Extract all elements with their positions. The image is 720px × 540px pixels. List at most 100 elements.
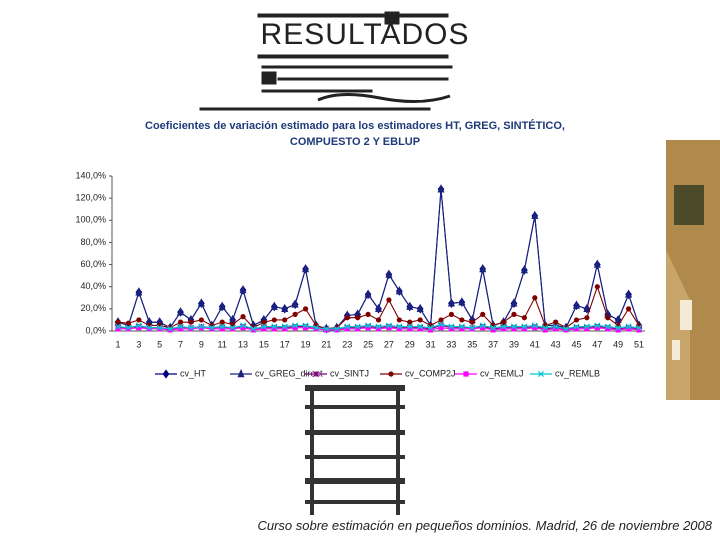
point — [438, 317, 444, 323]
point — [177, 323, 184, 330]
point — [219, 323, 226, 330]
point — [208, 324, 215, 331]
point — [209, 326, 215, 332]
point — [511, 311, 517, 317]
point — [261, 326, 267, 332]
point — [282, 317, 288, 323]
x-tick-label: 13 — [238, 339, 248, 349]
point — [438, 325, 444, 331]
point — [250, 325, 257, 332]
point — [364, 289, 372, 298]
point — [374, 303, 383, 313]
point — [553, 319, 559, 325]
point — [625, 326, 632, 332]
point — [537, 370, 545, 378]
point — [448, 311, 455, 317]
point — [594, 325, 600, 331]
point — [355, 315, 361, 321]
point — [250, 327, 257, 333]
point — [375, 317, 382, 323]
x-tick-label: 21 — [321, 339, 331, 349]
point — [615, 324, 622, 331]
x-tick-label: 27 — [384, 339, 394, 349]
point — [531, 210, 539, 220]
point — [448, 326, 455, 332]
point — [635, 324, 643, 331]
point — [167, 325, 174, 332]
point — [354, 323, 361, 330]
point — [458, 323, 465, 330]
point — [500, 326, 507, 332]
x-tick-label: 15 — [259, 339, 269, 349]
point — [385, 269, 393, 278]
point — [313, 326, 319, 332]
point — [542, 327, 548, 333]
point — [427, 324, 434, 331]
point — [281, 303, 289, 313]
decoration — [199, 11, 453, 111]
point — [135, 322, 142, 329]
point — [323, 327, 329, 333]
point — [385, 322, 392, 329]
point — [375, 326, 382, 332]
y-tick-label: 20,0% — [80, 303, 106, 313]
x-tick-label: 39 — [509, 339, 519, 349]
x-tick-label: 35 — [467, 339, 477, 349]
legend-label: cv_COMP2J — [405, 368, 456, 378]
point — [302, 325, 309, 331]
point — [261, 319, 267, 325]
x-tick-label: 7 — [178, 339, 183, 349]
point — [125, 324, 132, 331]
point — [510, 298, 518, 307]
point — [230, 326, 236, 332]
point — [593, 259, 601, 268]
footer: Curso sobre estimación en pequeños domin… — [257, 518, 712, 533]
legend-label: cv_SINTJ — [330, 368, 369, 378]
point — [115, 326, 121, 332]
point — [437, 321, 445, 328]
point — [292, 322, 299, 329]
point — [177, 319, 184, 325]
point — [312, 370, 320, 378]
point — [271, 326, 277, 332]
point — [167, 327, 173, 333]
point — [344, 326, 350, 332]
point — [302, 306, 309, 312]
point — [344, 315, 350, 321]
x-tick-label: 47 — [592, 339, 602, 349]
point — [407, 319, 413, 325]
point — [396, 317, 402, 323]
point — [437, 184, 445, 193]
point — [125, 320, 132, 326]
point — [636, 327, 642, 333]
point — [355, 326, 361, 332]
point — [334, 327, 340, 333]
point — [198, 317, 204, 323]
point — [625, 323, 632, 330]
point — [395, 285, 403, 295]
chart-title: Coeficientes de variación estimado para … — [145, 120, 565, 148]
point — [302, 322, 309, 329]
point — [583, 323, 590, 330]
point — [156, 324, 163, 331]
point — [447, 298, 455, 307]
point — [177, 326, 184, 332]
legend-label: cv_HT — [180, 368, 207, 378]
point — [448, 323, 455, 330]
point — [282, 326, 288, 332]
point — [188, 319, 194, 325]
y-tick-label: 140,0% — [75, 170, 106, 180]
point — [240, 314, 246, 320]
x-tick-label: 5 — [157, 339, 162, 349]
point — [198, 325, 204, 331]
point — [344, 323, 351, 330]
point — [219, 326, 225, 332]
point — [459, 317, 465, 323]
y-tick-label: 80,0% — [80, 237, 106, 247]
point — [605, 315, 611, 321]
point — [218, 301, 226, 310]
x-tick-label: 41 — [530, 339, 540, 349]
point — [573, 326, 580, 332]
point — [219, 319, 225, 325]
point — [490, 327, 496, 333]
